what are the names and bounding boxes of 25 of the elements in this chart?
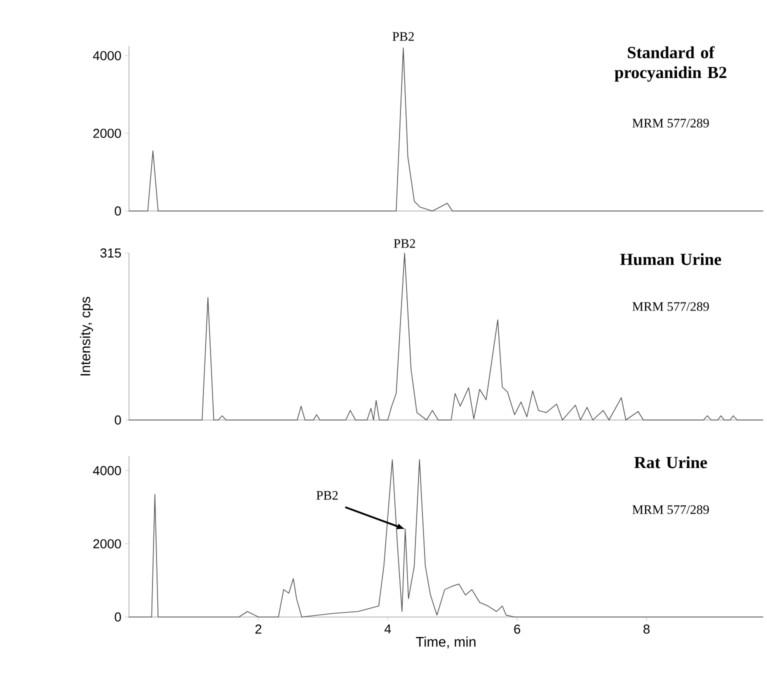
x-axis-title: Time, min xyxy=(416,636,476,648)
annotation: MRM 577/289 xyxy=(632,505,709,514)
text: Standard of procyanidin B2 xyxy=(614,46,726,82)
y-tick-label: 2000 xyxy=(93,128,121,138)
x-tick-label: 2 xyxy=(255,624,262,634)
line-series xyxy=(128,48,764,212)
x-tick-label: 6 xyxy=(514,624,520,634)
annotation: PB2 xyxy=(316,491,338,500)
chart-title: Rat Urine xyxy=(634,456,707,468)
annotation: PB2 xyxy=(392,32,414,41)
annotation: MRM 577/289 xyxy=(632,302,709,311)
y-tick-label: 0 xyxy=(114,206,121,216)
x-tick-label: 4 xyxy=(384,624,392,634)
chart-title: Human Urine xyxy=(620,253,722,266)
y-tick-label: 2000 xyxy=(93,539,121,548)
y-axis-title: Intensity, cps xyxy=(80,296,94,376)
annotation: PB2 xyxy=(394,239,416,248)
annotation: MRM 577/289 xyxy=(632,118,709,128)
y-tick-label: 4000 xyxy=(92,466,121,476)
y-tick-label: 315 xyxy=(100,248,121,258)
x-tick-label: 8 xyxy=(644,624,650,634)
y-tick-label: 4000 xyxy=(92,51,121,60)
y-tick-label: 0 xyxy=(114,612,121,622)
line-series xyxy=(128,252,764,420)
y-tick-label: 0 xyxy=(114,415,121,425)
